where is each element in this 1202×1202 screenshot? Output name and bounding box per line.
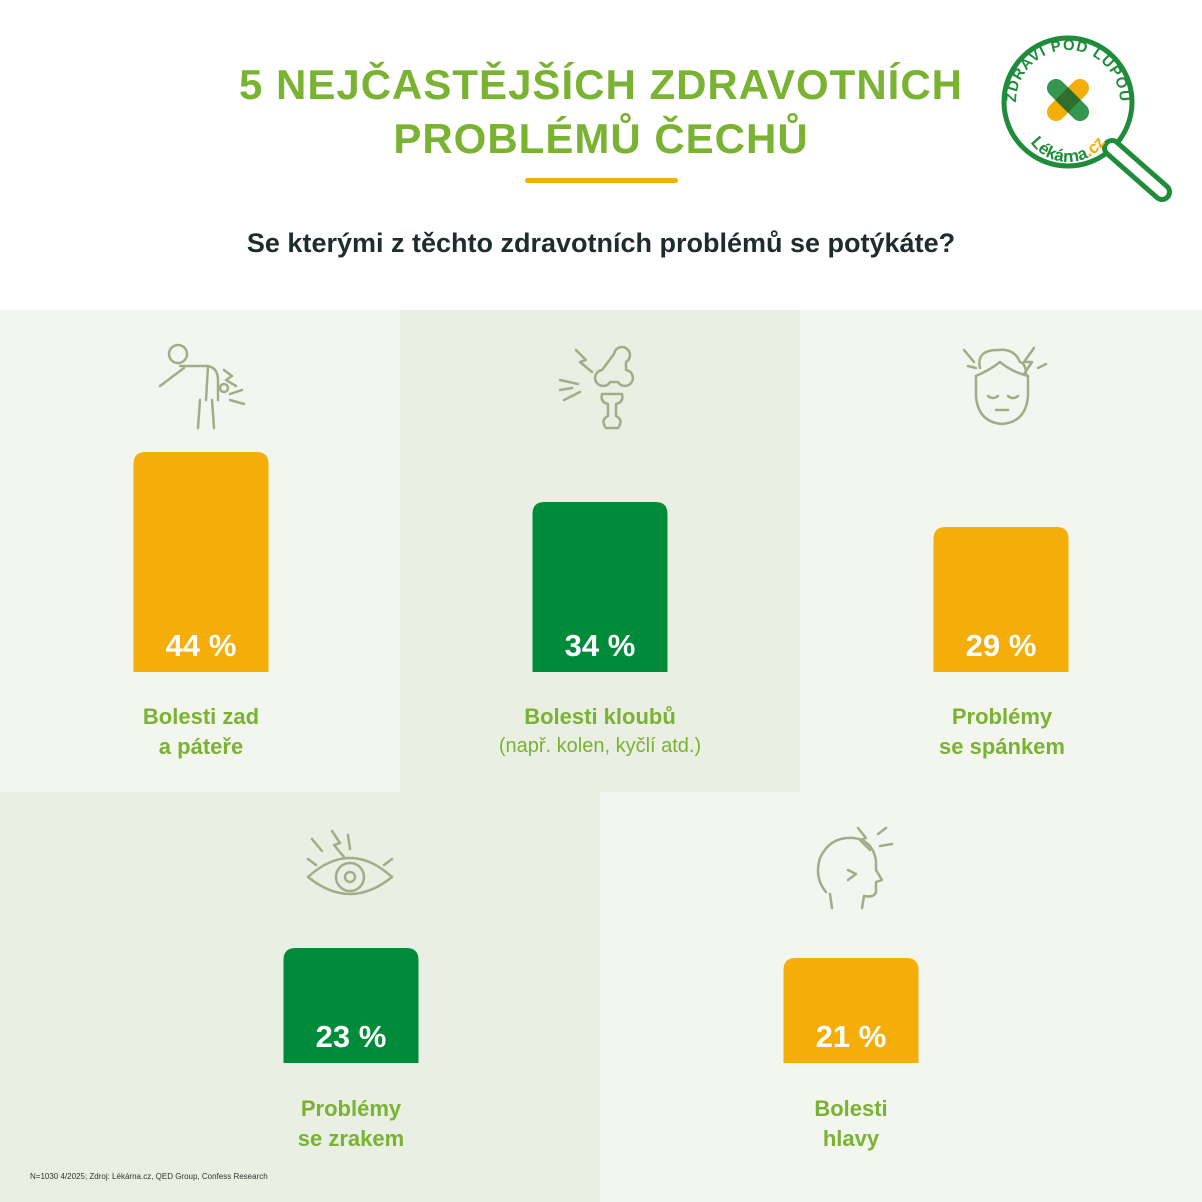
- label-back-pain: Bolesti zad a páteře: [21, 702, 381, 762]
- joint-pain-icon: [558, 345, 635, 430]
- title-line-1: 5 NEJČASTĚJŠÍCH ZDRAVOTNÍCH: [239, 61, 963, 108]
- bar-headache: [783, 958, 919, 1063]
- label-joint-pain: Bolesti kloubů: [420, 702, 780, 732]
- eye-pain-icon: [306, 829, 394, 896]
- headache-icon: [816, 826, 894, 910]
- bar-value-eye: 23 %: [316, 1019, 387, 1054]
- survey-question: Se kterými z těchto zdravotních problémů…: [246, 228, 956, 258]
- bar-value-joint-pain: 34 %: [565, 628, 636, 663]
- label-headache-line2: hlavy: [822, 1126, 880, 1151]
- lekarna-logo: ZDRAVÍ POD LUPOU Lékárna.cz: [1001, 35, 1172, 202]
- bar-back-pain: [133, 452, 269, 672]
- sleep-icon: [962, 346, 1048, 426]
- logo-cross-icon: [1046, 78, 1090, 122]
- label-back-pain-line2: a páteře: [158, 734, 244, 759]
- label-eye: Problémy se zrakem: [171, 1094, 531, 1154]
- source-footnote: N=1030 4/2025; Zdroj: Lékárna.cz, QED Gr…: [30, 1172, 268, 1181]
- label-sleep-line1: Problémy: [951, 704, 1053, 729]
- bar-value-back-pain: 44 %: [166, 628, 237, 663]
- label-sleep-line2: se spánkem: [939, 734, 1065, 759]
- label-joint-pain-line1: Bolesti kloubů: [524, 704, 676, 729]
- label-headache-line1: Bolesti: [814, 1096, 888, 1121]
- bar-value-headache: 21 %: [816, 1019, 887, 1054]
- page-title: 5 NEJČASTĚJŠÍCH ZDRAVOTNÍCH PROBLÉMŮ ČEC…: [180, 58, 1022, 166]
- label-joint-pain-sub: (např. kolen, kyčlí atd.): [498, 735, 702, 757]
- label-eye-line2: se zrakem: [297, 1126, 405, 1151]
- back-pain-icon: [158, 343, 246, 430]
- label-eye-line1: Problémy: [300, 1096, 402, 1121]
- label-back-pain-line1: Bolesti zad: [142, 704, 260, 729]
- bar-sleep: [933, 527, 1069, 672]
- title-line-2: PROBLÉMŮ ČECHŮ: [393, 115, 809, 162]
- label-headache: Bolesti hlavy: [671, 1094, 1031, 1154]
- label-sleep: Problémy se spánkem: [822, 702, 1182, 762]
- title-underline: [525, 178, 678, 183]
- bar-joint-pain: [532, 502, 668, 672]
- bar-value-sleep: 29 %: [966, 628, 1037, 663]
- bar-eye: [283, 948, 419, 1063]
